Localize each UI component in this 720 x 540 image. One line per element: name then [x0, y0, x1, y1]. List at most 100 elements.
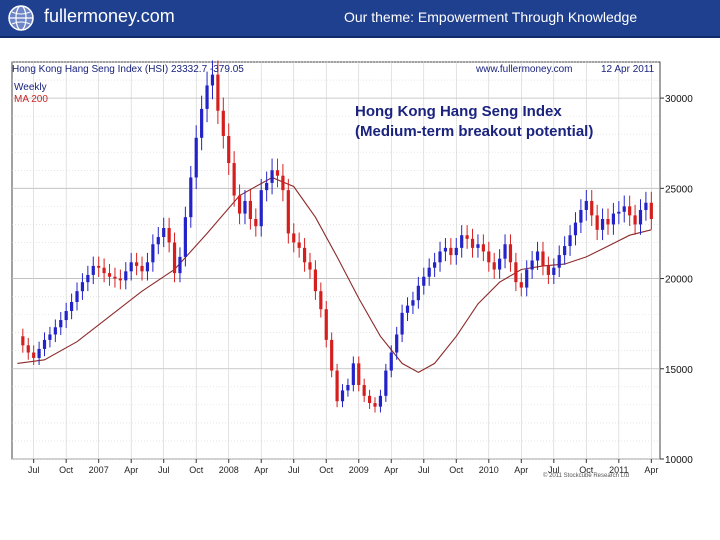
candle-body [362, 385, 366, 396]
candle-body [124, 271, 128, 281]
annotation-line-2: (Medium-term breakout potential) [355, 123, 593, 140]
x-tick-label: Apr [644, 465, 658, 475]
candle-body [395, 334, 399, 353]
candle-body [535, 251, 540, 261]
candle-body [465, 235, 469, 239]
candle-body [503, 244, 507, 259]
globe-icon [8, 5, 34, 31]
candle-body [389, 352, 393, 371]
x-tick-label: Oct [579, 465, 594, 475]
candle-body [167, 228, 171, 243]
candle-body [42, 339, 47, 349]
candle-body [270, 170, 274, 183]
candle-body [590, 200, 594, 216]
candle-body [172, 242, 177, 274]
candle-body [53, 327, 57, 335]
copyright-note: © 2011 Stockcube Research Ltd [543, 472, 629, 479]
header-banner: fullermoney.com Our theme: Empowerment T… [0, 0, 720, 38]
gridlines [12, 61, 660, 460]
candle-body [156, 237, 160, 245]
x-tick-label: 2008 [219, 465, 239, 475]
candles-layer [21, 60, 653, 413]
x-tick-label: Apr [514, 465, 528, 475]
candle-body [357, 363, 361, 386]
legend-ma200: MA 200 [14, 94, 48, 105]
x-tick-label: Apr [384, 465, 398, 475]
candle-body [183, 217, 187, 257]
candle-body [162, 228, 166, 238]
candle-body [265, 182, 269, 191]
candle-body [638, 209, 643, 225]
candle-body [313, 269, 318, 292]
candle-body [563, 246, 567, 256]
x-tick-label: Apr [254, 465, 268, 475]
candle-body [649, 202, 653, 219]
candle-body [237, 195, 242, 214]
candle-body [611, 213, 616, 225]
candle-body [340, 390, 345, 402]
candle-body [37, 348, 41, 358]
candle-body [487, 251, 491, 263]
x-tick-label: Oct [59, 465, 74, 475]
y-tick-label: 20000 [665, 275, 693, 286]
candle-body [64, 311, 68, 321]
candle-body [628, 206, 632, 216]
x-tick-label: Jul [288, 465, 300, 475]
candle-body [243, 200, 247, 214]
candle-body [573, 222, 578, 236]
candle-body [633, 215, 637, 225]
candle-body [232, 163, 236, 196]
candle-body [600, 218, 605, 230]
candle-body [86, 274, 90, 283]
candle-body [492, 262, 496, 270]
candle-body [200, 108, 204, 138]
candle-body [286, 190, 290, 234]
candle-body [189, 177, 193, 218]
y-tick-label: 25000 [665, 184, 693, 195]
candle-body [557, 255, 561, 268]
candle-body [254, 218, 258, 227]
candle-body [411, 300, 415, 306]
candle-body [373, 403, 377, 407]
candle-body [595, 215, 599, 230]
annotation-line-1: Hong Kong Hang Seng Index [355, 103, 562, 120]
candle-body [48, 334, 52, 340]
candle-body [26, 345, 30, 353]
x-tick-label: Oct [189, 465, 204, 475]
candle-body [259, 190, 263, 227]
candle-body [69, 302, 74, 312]
candle-body [519, 282, 523, 288]
candle-body [622, 206, 626, 212]
candle-body [113, 276, 117, 279]
candle-body [151, 244, 155, 263]
site-name[interactable]: fullermoney.com [44, 6, 175, 26]
candle-body [102, 267, 106, 274]
candle-body [118, 278, 122, 281]
x-tick-label: Jul [28, 465, 40, 475]
candle-body [107, 273, 112, 277]
candle-body [617, 211, 621, 214]
candle-body [21, 336, 25, 346]
candle-body [433, 262, 437, 268]
theme-tagline: Our theme: Empowerment Through Knowledge [344, 9, 638, 25]
candle-body [205, 85, 209, 109]
candle-body [514, 262, 518, 283]
candle-body [324, 309, 328, 340]
candle-body [97, 265, 101, 268]
candle-body [227, 135, 231, 164]
candle-body [145, 262, 150, 272]
candle-body [454, 247, 458, 256]
candle-body [438, 251, 442, 263]
candle-body [351, 363, 355, 386]
y-axis-ticks: 10000 15000 20000 25000 30000 [660, 94, 693, 466]
candle-body [460, 235, 464, 248]
candle-body [91, 265, 95, 275]
candle-body [427, 267, 431, 277]
x-tick-label: Oct [319, 465, 334, 475]
chart-title: Hong Kong Hang Seng Index (HSI) 23332.7 … [12, 64, 244, 75]
candle-body [508, 244, 513, 263]
candle-body [135, 262, 139, 266]
ma200-line [17, 176, 652, 374]
candle-body [541, 251, 545, 266]
candle-body [194, 137, 198, 178]
